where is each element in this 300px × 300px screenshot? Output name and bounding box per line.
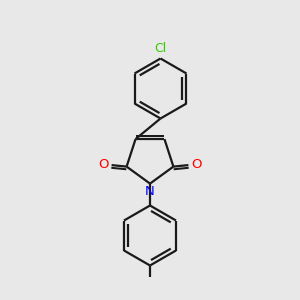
Text: O: O (98, 158, 109, 171)
Text: Cl: Cl (154, 42, 166, 55)
Text: N: N (145, 185, 155, 198)
Text: O: O (191, 158, 202, 171)
